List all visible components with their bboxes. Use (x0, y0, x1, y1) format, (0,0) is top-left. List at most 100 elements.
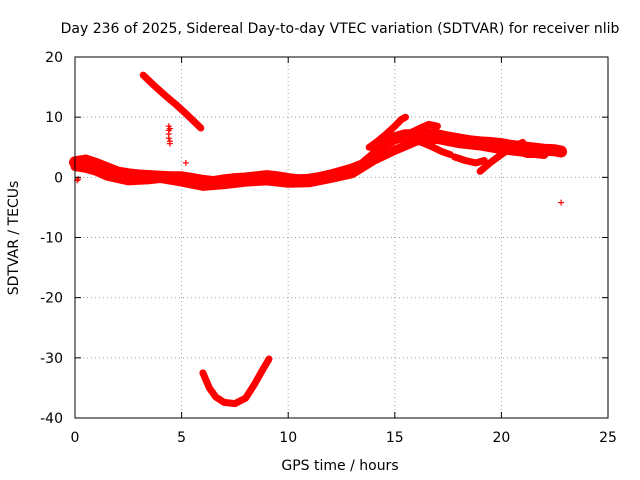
data-point (206, 384, 213, 391)
data-point (434, 123, 441, 130)
data-point (103, 173, 110, 180)
data-point (455, 140, 462, 147)
data-point (221, 399, 228, 406)
data-point (472, 159, 479, 166)
x-tick-label: 10 (279, 430, 297, 446)
data-point (421, 140, 428, 147)
data-point (157, 175, 164, 182)
x-tick-label: 15 (386, 430, 404, 446)
data-point (417, 124, 424, 131)
data-point (374, 138, 381, 145)
data-point (349, 170, 356, 177)
x-tick-label: 5 (177, 430, 186, 446)
data-point (498, 151, 505, 158)
data-point (370, 157, 377, 164)
data-point (251, 381, 258, 388)
data-point (536, 151, 543, 158)
data-point (477, 143, 484, 150)
data-point (178, 179, 185, 186)
data-point (114, 175, 121, 182)
data-point (82, 157, 89, 164)
y-tick-label: 0 (54, 170, 63, 186)
data-point (212, 393, 219, 400)
data-point (438, 148, 445, 155)
data-point (402, 132, 409, 139)
data-point (165, 135, 172, 142)
data-points (69, 71, 568, 408)
y-tick-label: -10 (40, 231, 63, 247)
data-point (135, 177, 142, 184)
data-point (197, 124, 204, 131)
data-point (391, 123, 398, 130)
chart-title: Day 236 of 2025, Sidereal Day-to-day VTE… (61, 21, 620, 37)
data-point (182, 110, 189, 117)
data-point (266, 356, 273, 363)
y-tick-label: -40 (40, 411, 63, 427)
data-point (462, 157, 469, 164)
data-point (146, 176, 153, 183)
data-point (398, 116, 405, 123)
data-point (263, 177, 270, 184)
y-tick-label: -20 (40, 291, 63, 307)
y-axis-ticks: -40 -30 -20 -10 0 10 20 (40, 50, 608, 427)
data-point (125, 177, 132, 184)
data-point (242, 179, 249, 186)
data-point (434, 136, 441, 143)
data-point (477, 168, 484, 175)
data-point (451, 153, 458, 160)
y-tick-label: 10 (45, 110, 63, 126)
series-band (408, 120, 441, 136)
data-point (487, 159, 494, 166)
data-point (140, 72, 147, 79)
y-tick-label: 20 (45, 50, 63, 66)
data-point (166, 125, 173, 132)
data-point (306, 179, 313, 186)
data-point (381, 141, 388, 148)
data-point (402, 114, 409, 121)
y-tick-label: -30 (40, 351, 63, 367)
data-point (93, 161, 100, 168)
data-point (199, 369, 206, 376)
x-tick-label: 0 (71, 430, 80, 446)
x-tick-label: 25 (599, 430, 617, 446)
data-point (498, 139, 505, 146)
data-point (425, 121, 432, 128)
data-point (558, 147, 565, 154)
data-point (327, 175, 334, 182)
data-point (259, 366, 266, 373)
data-point (558, 199, 565, 206)
data-point (221, 181, 228, 188)
data-point (82, 165, 89, 172)
data-point (95, 168, 102, 175)
x-axis-label: GPS time / hours (281, 458, 398, 474)
data-point (103, 165, 110, 172)
series-band (451, 153, 488, 167)
data-point (166, 140, 173, 147)
data-point (430, 144, 437, 151)
x-axis-ticks: 0 5 10 15 20 25 (71, 57, 617, 446)
y-axis-label: SDTVAR / TECUs (6, 181, 22, 296)
data-point (231, 400, 238, 407)
data-point (285, 180, 292, 187)
data-point (408, 129, 415, 136)
data-point (391, 147, 398, 154)
data-point (172, 100, 179, 107)
data-point (242, 395, 249, 402)
data-point (547, 147, 554, 154)
data-point (481, 157, 488, 164)
data-point (413, 137, 420, 144)
data-point (161, 91, 168, 98)
data-point (199, 183, 206, 190)
data-point (366, 144, 373, 151)
data-point (182, 159, 189, 166)
data-point (511, 146, 518, 153)
x-tick-label: 20 (492, 430, 510, 446)
data-point (383, 131, 390, 138)
data-point (391, 135, 398, 142)
data-point (519, 139, 526, 146)
data-point (150, 82, 157, 89)
data-point (523, 151, 530, 158)
data-point (193, 120, 200, 127)
